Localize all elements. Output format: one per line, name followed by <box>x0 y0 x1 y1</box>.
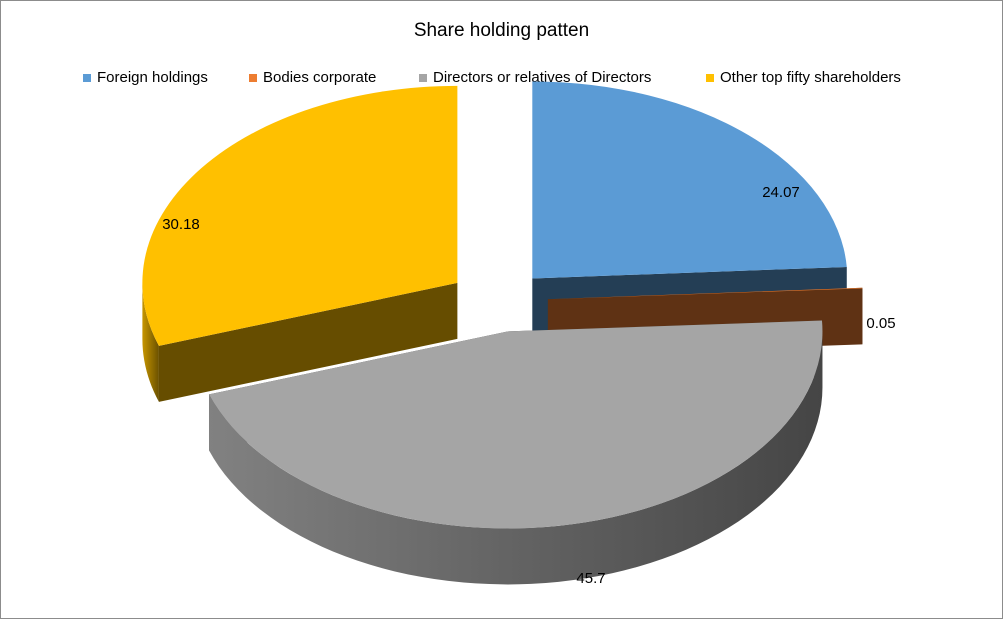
legend-swatch-bodies-corporate <box>249 73 257 82</box>
slice-cut-other-top-fifty-shareholders <box>158 282 458 402</box>
legend-label-other-top-fifty: Other top fifty shareholders <box>720 69 901 86</box>
slice-directors-or-relatives-of-directors <box>208 320 823 529</box>
data-label-directors-or-relatives-of-directors: 45.7 <box>576 570 605 587</box>
legend-item-foreign-holdings: Foreign holdings <box>83 69 208 86</box>
legend-item-bodies-corporate: Bodies corporate <box>249 69 376 86</box>
legend-swatch-directors <box>419 73 427 82</box>
legend-item-directors: Directors or relatives of Directors <box>419 69 651 86</box>
legend: Foreign holdings Bodies corporate Direct… <box>1 69 1002 89</box>
data-label-other-top-fifty-shareholders: 30.18 <box>162 216 200 233</box>
legend-swatch-other-top-fifty <box>706 73 714 82</box>
data-label-foreign-holdings: 24.07 <box>762 184 800 201</box>
legend-item-other-top-fifty: Other top fifty shareholders <box>706 69 901 86</box>
slice-foreign-holdings <box>532 81 847 279</box>
data-label-bodies-corporate: 0.05 <box>866 315 895 332</box>
legend-label-directors: Directors or relatives of Directors <box>433 69 652 86</box>
chart-title: Share holding patten <box>413 20 590 41</box>
slice-wall-directors-or-relatives-of-directors <box>208 331 823 585</box>
slice-bodies-corporate <box>547 287 863 300</box>
slice-wall-other-top-fifty-shareholders <box>142 282 159 402</box>
legend-swatch-foreign-holdings <box>83 73 91 82</box>
legend-label-bodies-corporate: Bodies corporate <box>263 69 377 86</box>
slice-other-top-fifty-shareholders <box>142 85 458 346</box>
legend-label-foreign-holdings: Foreign holdings <box>97 69 208 86</box>
